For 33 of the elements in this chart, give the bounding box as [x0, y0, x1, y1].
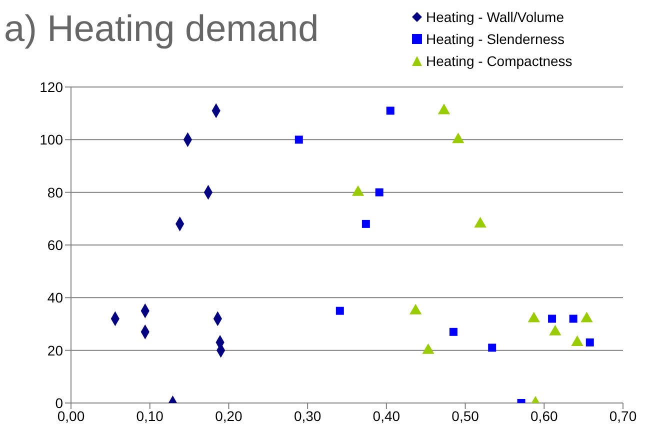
point — [422, 343, 434, 354]
y-tick-label: 20 — [47, 342, 64, 358]
point — [294, 136, 303, 144]
point — [336, 306, 344, 315]
point — [580, 312, 593, 322]
point — [375, 188, 384, 196]
point — [386, 106, 394, 115]
x-tick-label: 0,30 — [294, 408, 322, 424]
x-tick-label: 0,50 — [452, 408, 480, 424]
y-tick-label: 40 — [47, 290, 64, 306]
point — [549, 324, 562, 336]
x-tick-label: 0,70 — [609, 408, 637, 424]
y-tick-label: 60 — [47, 236, 64, 253]
point — [362, 220, 370, 228]
legend-label: Heating - Wall/Volume — [426, 8, 564, 27]
point — [410, 304, 422, 314]
point — [569, 314, 578, 323]
x-tick-label: 0,60 — [530, 408, 558, 424]
y-tick-label: 80 — [47, 184, 64, 200]
y-tick-label: 120 — [40, 78, 64, 95]
point — [586, 338, 594, 346]
x-tick-label: 0,20 — [215, 408, 243, 424]
point — [449, 328, 458, 336]
point — [528, 312, 540, 322]
y-tick-label: 100 — [40, 132, 64, 148]
chart-title: a) Heating demand — [4, 8, 319, 50]
point — [548, 314, 556, 323]
x-tick-label: 0,40 — [372, 408, 400, 424]
legend-label: Heating - Slenderness — [426, 30, 565, 49]
point — [488, 344, 496, 352]
legend-label: Heating - Compactness — [426, 52, 572, 71]
point — [571, 335, 584, 346]
x-tick-label: 0,10 — [136, 408, 164, 424]
